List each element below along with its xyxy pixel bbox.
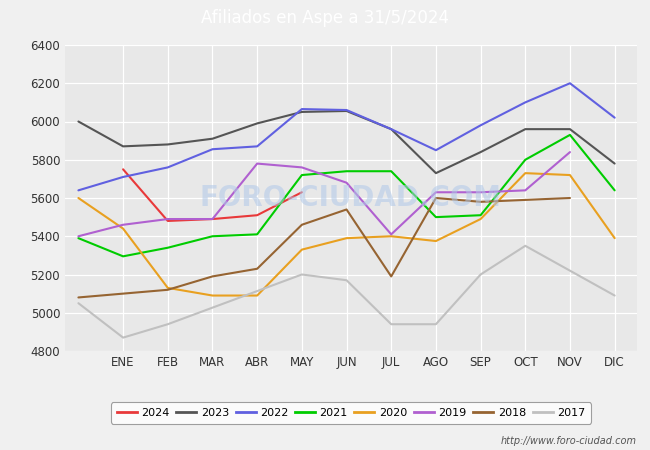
- Legend: 2024, 2023, 2022, 2021, 2020, 2019, 2018, 2017: 2024, 2023, 2022, 2021, 2020, 2019, 2018…: [111, 402, 591, 423]
- Text: Afiliados en Aspe a 31/5/2024: Afiliados en Aspe a 31/5/2024: [201, 9, 449, 27]
- Text: FORO-CIUDAD.COM: FORO-CIUDAD.COM: [200, 184, 502, 212]
- Text: http://www.foro-ciudad.com: http://www.foro-ciudad.com: [501, 436, 637, 446]
